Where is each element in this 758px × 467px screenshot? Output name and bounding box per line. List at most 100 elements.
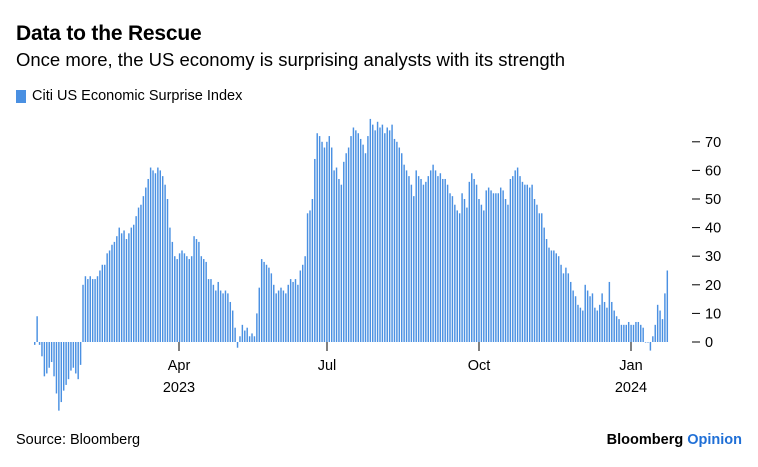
bar xyxy=(372,124,374,342)
bar xyxy=(432,164,434,342)
bar xyxy=(545,239,548,342)
y-tick-50: 50 xyxy=(692,192,721,208)
bar xyxy=(231,310,234,342)
bar xyxy=(427,176,430,342)
bar xyxy=(89,276,91,342)
brand-name: Bloomberg xyxy=(606,432,684,448)
bar xyxy=(328,136,331,342)
bar xyxy=(140,204,142,342)
bar xyxy=(524,184,526,342)
bar xyxy=(43,342,46,377)
bar xyxy=(661,319,664,342)
bar xyxy=(415,170,417,342)
bar xyxy=(574,296,577,342)
bar xyxy=(164,184,166,342)
bar xyxy=(34,342,36,345)
bar xyxy=(50,342,53,363)
bar xyxy=(362,144,364,342)
bar xyxy=(75,342,77,374)
y-tick-30: 30 xyxy=(692,249,721,265)
bar xyxy=(478,199,480,342)
bar xyxy=(347,147,350,342)
bar xyxy=(229,301,232,342)
bar xyxy=(277,290,280,342)
bar xyxy=(111,244,113,342)
bar xyxy=(251,333,253,342)
bar xyxy=(70,342,72,371)
bar xyxy=(475,184,478,342)
bar xyxy=(171,241,174,342)
y-tick-10: 10 xyxy=(692,306,721,322)
x-tick-label: Jan xyxy=(619,358,642,374)
bar xyxy=(302,264,304,342)
bar xyxy=(224,290,227,342)
bar xyxy=(625,324,627,342)
x-year-label-2023: 2023 xyxy=(163,380,195,396)
bar xyxy=(227,293,229,342)
bar xyxy=(200,256,203,342)
bar xyxy=(186,256,188,342)
bar xyxy=(512,176,514,342)
bar xyxy=(442,178,444,342)
bar xyxy=(644,342,647,343)
y-tick-40: 40 xyxy=(692,221,721,237)
bar xyxy=(509,178,512,342)
bar xyxy=(613,310,615,342)
bar xyxy=(222,293,224,342)
bar xyxy=(649,342,652,351)
bar xyxy=(125,239,128,342)
bar xyxy=(499,187,502,342)
bar xyxy=(565,267,567,342)
bar xyxy=(190,256,193,342)
y-tick-70: 70 xyxy=(692,135,721,151)
bar xyxy=(244,330,246,342)
bar xyxy=(531,184,533,342)
bar xyxy=(589,296,591,342)
bar xyxy=(550,250,553,342)
bar xyxy=(369,118,372,342)
bar xyxy=(87,279,89,342)
bar xyxy=(38,342,41,345)
bar xyxy=(642,327,644,342)
bar xyxy=(323,147,326,342)
bar xyxy=(280,287,282,342)
legend-label: Citi US Economic Surprise Index xyxy=(32,88,243,104)
bar xyxy=(161,176,164,342)
x-tick-label: Jul xyxy=(318,358,337,374)
bar xyxy=(41,342,43,357)
bar xyxy=(473,178,475,342)
bar xyxy=(429,170,432,342)
bar xyxy=(145,187,147,342)
bar xyxy=(205,261,207,342)
bar xyxy=(413,196,415,342)
bar xyxy=(239,336,241,342)
bar xyxy=(104,264,106,342)
y-tick-20: 20 xyxy=(692,278,721,294)
bar xyxy=(611,301,613,342)
bar xyxy=(82,284,84,342)
bar xyxy=(514,170,516,342)
bar xyxy=(543,227,545,342)
bar xyxy=(292,281,294,342)
x-tick-apr: Apr xyxy=(168,342,190,374)
bar xyxy=(620,324,623,342)
bar xyxy=(236,342,239,348)
bar xyxy=(79,342,82,365)
bar xyxy=(541,213,543,342)
bar xyxy=(451,196,454,342)
bar xyxy=(316,133,318,342)
bar xyxy=(137,207,140,342)
bar xyxy=(253,336,256,342)
bar xyxy=(434,170,437,342)
bar xyxy=(417,176,420,342)
bar xyxy=(582,310,584,342)
bar xyxy=(287,284,289,342)
bar xyxy=(352,127,355,342)
y-tick-label: 10 xyxy=(705,306,721,322)
bar xyxy=(355,130,357,342)
bar xyxy=(335,167,338,342)
bar xyxy=(367,136,369,342)
bar xyxy=(359,138,362,342)
bar xyxy=(516,167,519,342)
bar xyxy=(147,178,149,342)
